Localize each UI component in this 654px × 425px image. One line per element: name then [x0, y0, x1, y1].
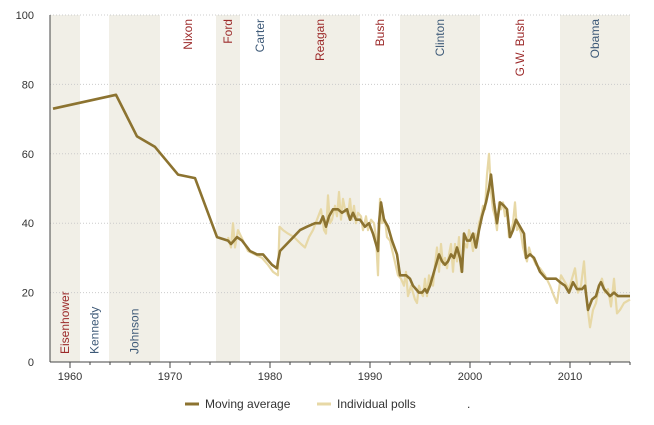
- band-johnson: [109, 15, 160, 362]
- grid-lines: [50, 14, 630, 294]
- y-tick-label-40: 40: [22, 218, 34, 230]
- individual-polls-layer: [226, 152, 631, 329]
- presidency-label-obama: Obama: [588, 19, 602, 59]
- series-individual-polls-line: [226, 152, 631, 329]
- band-reagan: [280, 15, 360, 362]
- presidency-label-kennedy: Kennedy: [88, 307, 102, 354]
- presidency-label-bush: Bush: [373, 19, 387, 46]
- presidency-bands: [50, 15, 630, 362]
- legend-label-dot: .: [467, 397, 470, 411]
- presidency-label-nixon: Nixon: [181, 19, 195, 50]
- x-axis-ticks: 1960 1970 1980 1990 2000 2010: [58, 362, 631, 383]
- presidency-label-g-w-bush: G.W. Bush: [513, 19, 527, 76]
- presidency-label-johnson: Johnson: [128, 309, 142, 354]
- x-tick-label-1980: 1980: [258, 371, 282, 383]
- legend-label-individual-polls: Individual polls: [337, 397, 416, 411]
- presidency-label-ford: Ford: [221, 19, 235, 44]
- y-tick-label-0: 0: [28, 357, 34, 369]
- series-moving-average-line: [52, 93, 630, 312]
- presidency-label-reagan: Reagan: [313, 19, 327, 61]
- x-tick-label-1990: 1990: [358, 371, 382, 383]
- moving-average-layer: [52, 93, 630, 312]
- band-ford: [216, 15, 240, 362]
- y-tick-label-80: 80: [22, 79, 34, 91]
- x-tick-label-2010: 2010: [558, 371, 582, 383]
- legend-label-moving-average: Moving average: [205, 397, 291, 411]
- y-axis-ticks: 0 20 40 60 80 100: [16, 10, 34, 369]
- band-eisenhower: [50, 15, 80, 362]
- presidency-label-carter: Carter: [253, 19, 267, 52]
- presidency-label-eisenhower: Eisenhower: [58, 291, 72, 354]
- x-tick-label-1960: 1960: [58, 371, 82, 383]
- y-tick-label-20: 20: [22, 288, 34, 300]
- axes: [49, 15, 630, 363]
- presidency-labels: Eisenhower Kennedy Johnson Nixon Ford Carter R…: [58, 19, 602, 354]
- band-clinton: [400, 15, 480, 362]
- x-tick-label-2000: 2000: [458, 371, 482, 383]
- y-tick-label-100: 100: [16, 10, 34, 22]
- legend: Moving average Individual polls.: [185, 397, 470, 411]
- presidency-label-clinton: Clinton: [433, 19, 447, 56]
- y-tick-label-60: 60: [22, 149, 34, 161]
- x-tick-label-1970: 1970: [158, 371, 182, 383]
